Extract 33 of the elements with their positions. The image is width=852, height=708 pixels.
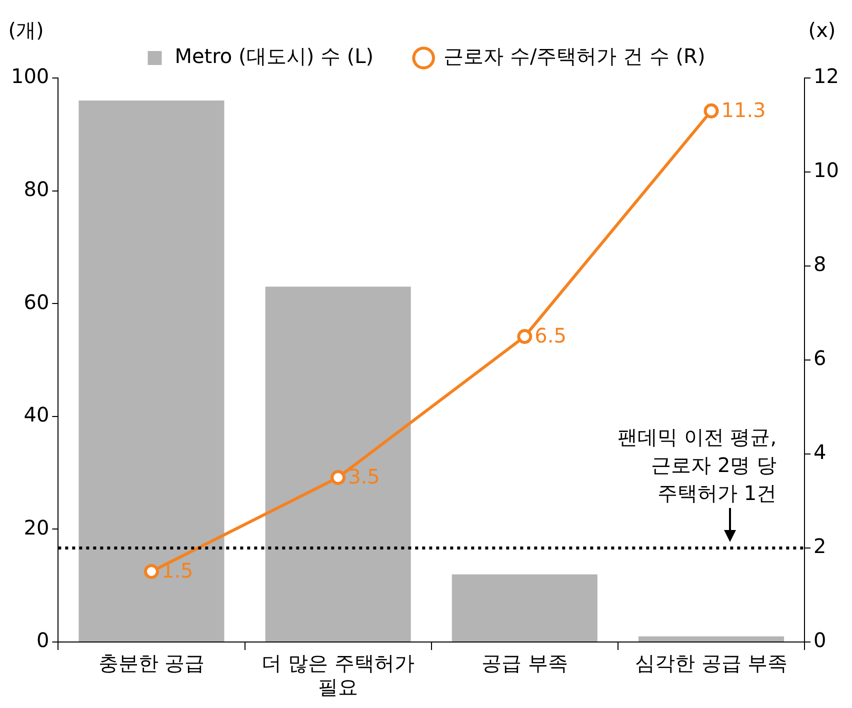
x-tick-label: 공급 부족 [481,651,568,676]
y-tick-label: 0 [36,628,50,652]
y-tick-label: 20 [24,515,50,540]
y2-tick-label: 8 [814,252,826,276]
y2-tick-label: 4 [814,440,826,464]
x-tick-label: 더 많은 주택허가 필요 [262,651,414,700]
y-axis-title: (개) [8,18,44,42]
bar [265,286,411,642]
data-label: 3.5 [348,464,380,489]
y2-tick-label: 6 [814,346,826,370]
y2-axis-title: (x) [808,18,836,42]
y2-tick-label: 10 [814,158,840,182]
y-tick-label: 60 [24,290,50,314]
x-tick-label: 충분한 공급 [98,651,205,676]
ref-line-label: 팬데믹 이전 평균, 근로자 2명 당 주택허가 1건 [617,425,777,505]
y2-tick-label: 2 [814,534,826,558]
x-tick-label: 심각한 공급 부족 [634,651,788,676]
legend-label: 근로자 수/주택허가 건 수 (R) [444,44,706,68]
point [330,470,346,485]
y-tick-label: 80 [24,177,50,202]
bar [638,636,784,642]
point [144,564,159,579]
point [517,329,532,344]
point [704,103,719,118]
bar [452,574,598,642]
data-label: 6.5 [534,324,566,348]
y-tick-label: 100 [10,64,50,88]
y2-tick-label: 12 [814,64,840,88]
y2-tick-label: 0 [814,628,826,652]
legend-label: Metro (대도시) 수 (L) [174,44,374,68]
y-tick-label: 40 [24,402,50,427]
data-label: 11.3 [721,98,766,122]
bar [78,100,224,642]
